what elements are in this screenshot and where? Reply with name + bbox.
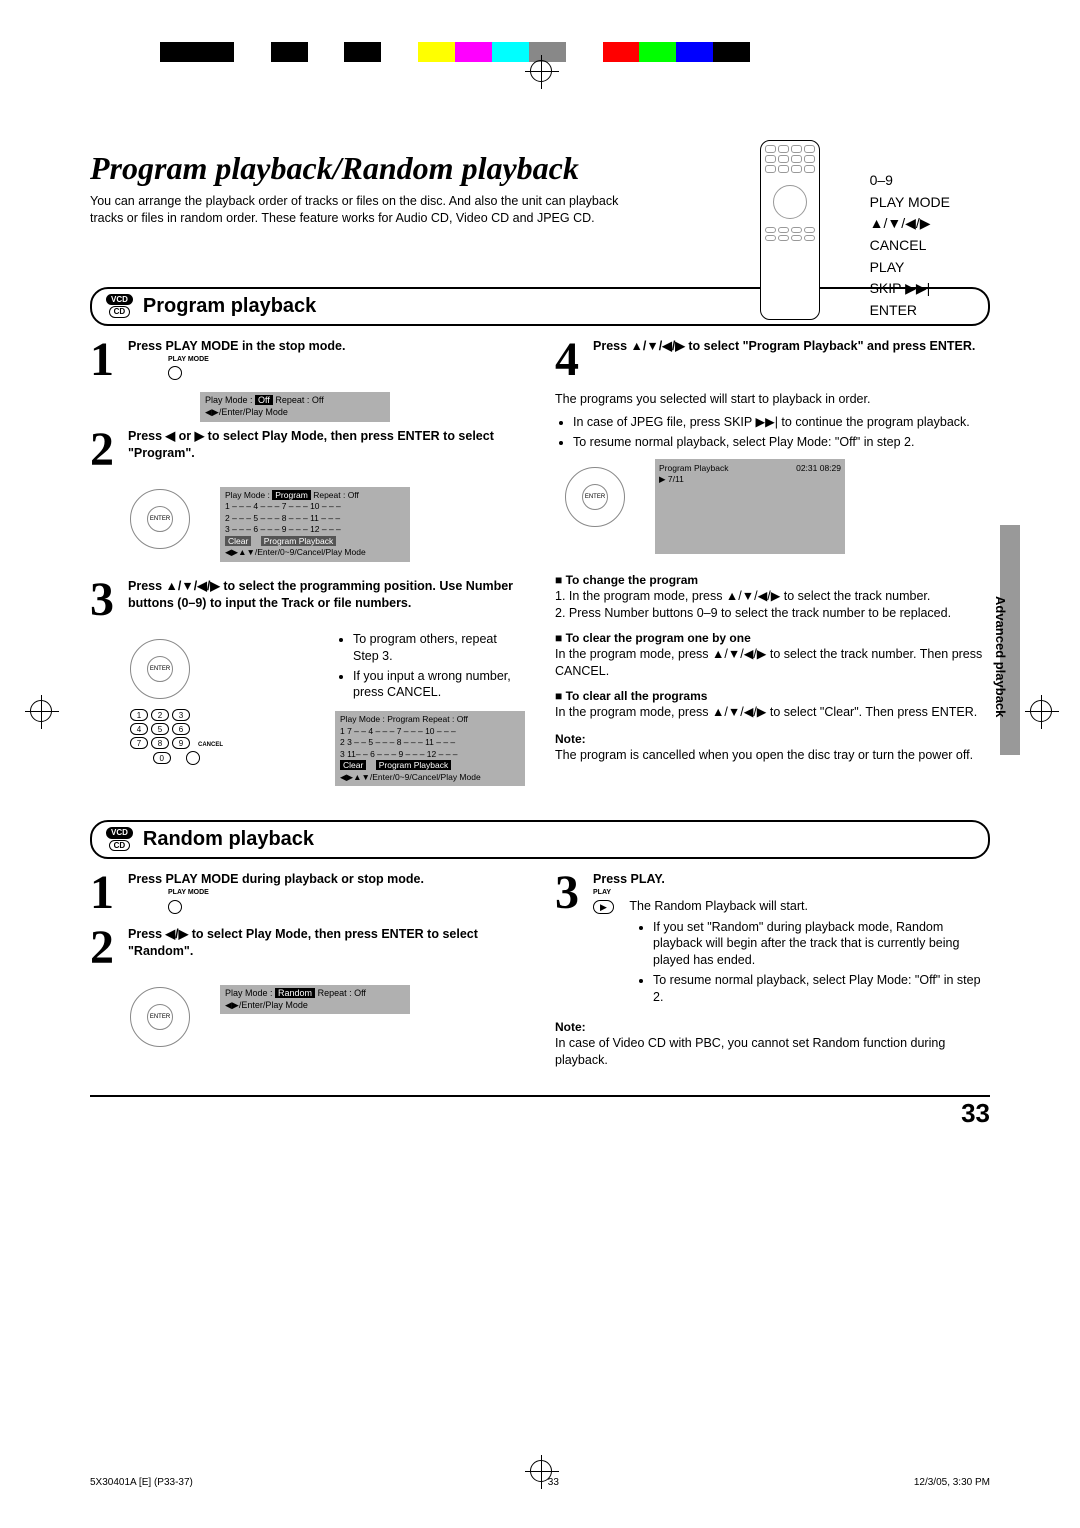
note-body: In case of Video CD with PBC, you cannot…: [555, 1035, 990, 1069]
play-button-icon: ▶: [593, 900, 614, 914]
enter-pad-icon: [130, 489, 190, 549]
page-title: Program playback/Random playback: [90, 150, 630, 187]
clear-one-heading: To clear the program one by one: [555, 630, 990, 646]
osd-step2: Play Mode : Program Repeat : Off 1 – – –…: [220, 487, 410, 562]
step-text: Press PLAY MODE in the stop mode.: [128, 339, 345, 353]
registration-mark-right: [1030, 700, 1052, 722]
step-text: Press PLAY MODE during playback or stop …: [128, 872, 424, 886]
note-body: The program is cancelled when you open t…: [555, 747, 990, 764]
change-program-heading: To change the program: [555, 572, 990, 588]
step-number: 1: [90, 871, 122, 915]
clear-all-body: In the program mode, press ▲/▼/◀/▶ to se…: [555, 704, 990, 721]
page-number: 33: [961, 1098, 990, 1129]
playback-screen: Program Playback 02:31 08:29 ▶ 7/11: [655, 459, 845, 554]
playmode-button-icon: [168, 900, 182, 914]
section-program-playback: VCD CD Program playback: [90, 287, 990, 326]
step-number: 4: [555, 338, 587, 381]
note-label: Note:: [555, 731, 990, 747]
step-text: Press ▲/▼/◀/▶ to select the programming …: [128, 579, 513, 610]
step3-bullets: To program others, repeat Step 3. If you…: [353, 631, 525, 702]
random-body: The Random Playback will start.: [629, 899, 808, 913]
registration-mark-top: [530, 60, 552, 82]
print-color-bar: [160, 42, 750, 62]
section1-title: Program playback: [143, 295, 316, 318]
step-text: Press ◀/▶ to select Play Mode, then pres…: [128, 927, 478, 958]
step-text: Press ▲/▼/◀/▶ to select "Program Playbac…: [593, 339, 975, 353]
clear-all-heading: To clear all the programs: [555, 688, 990, 704]
number-pad: 123 456 789 CANCEL 0: [130, 707, 223, 767]
play-label: PLAY: [593, 888, 990, 897]
note-label: Note:: [555, 1019, 990, 1035]
vcd-cd-badge: VCD CD: [106, 827, 133, 852]
step-number: 1: [90, 338, 122, 382]
enter-pad-icon: [130, 987, 190, 1047]
playmode-label: PLAY MODE: [168, 355, 525, 364]
step-text: Press ◀ or ▶ to select Play Mode, then p…: [128, 429, 494, 460]
osd-step3: Play Mode : Program Repeat : Off 1 7 – –…: [335, 711, 525, 786]
side-tab-label: Advanced playback: [991, 590, 1010, 723]
remote-labels: 0–9 PLAY MODE ▲/▼/◀/▶ CANCEL PLAY SKIP ▶…: [870, 170, 950, 322]
remote-diagram: [760, 140, 820, 320]
random-bullets: If you set "Random" during playback mode…: [653, 919, 990, 1006]
intro-text: You can arrange the playback order of tr…: [90, 193, 630, 227]
enter-pad-icon: [565, 467, 625, 527]
step-text: Press PLAY.: [593, 872, 665, 886]
enter-pad-icon: [130, 639, 190, 699]
step-number: 2: [90, 428, 122, 471]
clear-one-body: In the program mode, press ▲/▼/◀/▶ to se…: [555, 646, 990, 680]
playmode-label: PLAY MODE: [168, 888, 525, 897]
registration-mark-left: [30, 700, 52, 722]
step-number: 3: [555, 871, 587, 1009]
change-step: 1. In the program mode, press ▲/▼/◀/▶ to…: [555, 588, 990, 605]
step4-body: The programs you selected will start to …: [555, 391, 990, 408]
section-random-playback: VCD CD Random playback: [90, 820, 990, 859]
vcd-cd-badge: VCD CD: [106, 294, 133, 319]
step4-bullets: In case of JPEG file, press SKIP ▶▶| to …: [573, 414, 990, 451]
section2-title: Random playback: [143, 828, 314, 851]
osd-random: Play Mode : Random Repeat : Off ◀▶/Enter…: [220, 985, 410, 1014]
print-footer: 5X30401A [E] (P33-37) 33 12/3/05, 3:30 P…: [90, 1477, 990, 1488]
osd-step1: Play Mode : Off Repeat : Off ◀▶/Enter/Pl…: [200, 392, 390, 421]
change-step: 2. Press Number buttons 0–9 to select th…: [555, 605, 990, 622]
step-number: 2: [90, 926, 122, 969]
page-number-rule: [90, 1095, 990, 1097]
playmode-button-icon: [168, 366, 182, 380]
step-number: 3: [90, 578, 122, 621]
